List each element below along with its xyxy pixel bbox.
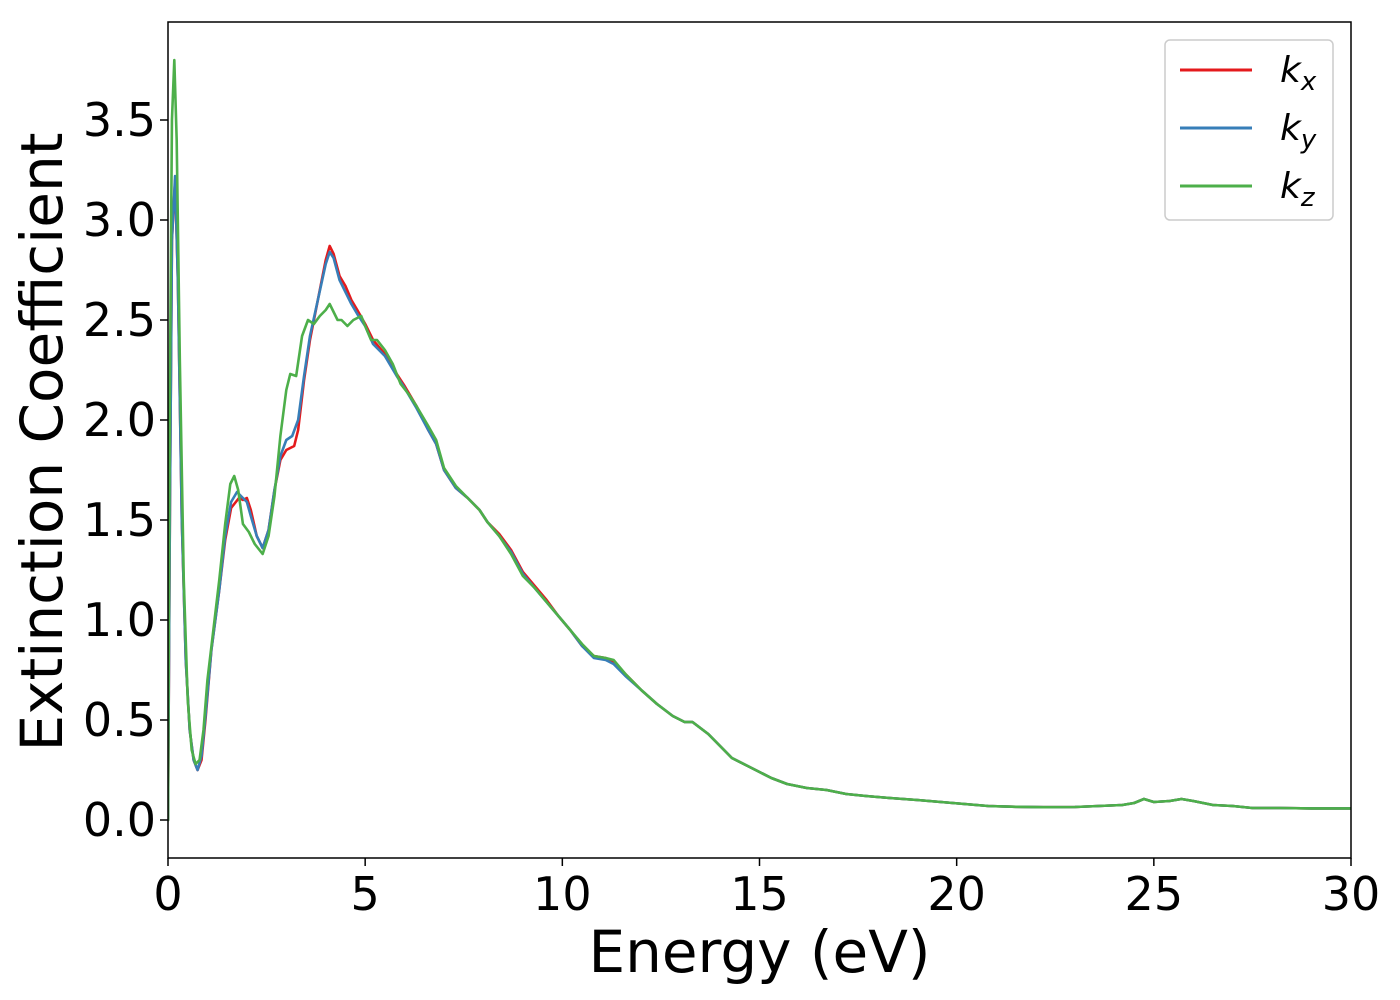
legend-label-kz: kz bbox=[1280, 166, 1316, 213]
x-axis-title: Energy (eV) bbox=[588, 918, 930, 986]
y-tick-label: 2.5 bbox=[83, 293, 156, 347]
y-tick-label: 3.5 bbox=[83, 93, 156, 147]
x-tick-label: 5 bbox=[351, 867, 380, 921]
y-tick-label: 2.0 bbox=[83, 393, 156, 447]
plot-lines bbox=[168, 58, 1351, 822]
y-axis-title: Extinction Coefficient bbox=[8, 133, 76, 752]
y-tick-label: 0.0 bbox=[83, 793, 156, 847]
legend-label-kx: kx bbox=[1280, 50, 1317, 97]
legend-label-ky: ky bbox=[1280, 108, 1317, 155]
x-tick-label: 20 bbox=[927, 867, 986, 921]
legend: kx ky kz bbox=[1164, 39, 1334, 221]
x-tick-label: 0 bbox=[153, 867, 182, 921]
y-tick-label: 1.5 bbox=[83, 493, 156, 547]
x-axis-ticks: 0 5 10 15 20 25 30 bbox=[153, 858, 1380, 921]
x-tick-label: 15 bbox=[730, 867, 789, 921]
legend-box bbox=[1164, 39, 1334, 221]
y-axis-ticks: 0.0 0.5 1.0 1.5 2.0 2.5 3.0 3.5 bbox=[83, 93, 168, 847]
y-tick-label: 0.5 bbox=[83, 693, 156, 747]
y-tick-label: 3.0 bbox=[83, 193, 156, 247]
x-tick-label: 10 bbox=[533, 867, 592, 921]
x-tick-label: 30 bbox=[1322, 867, 1381, 921]
y-tick-label: 1.0 bbox=[83, 593, 156, 647]
series-line-kz bbox=[168, 58, 1351, 822]
x-tick-label: 25 bbox=[1125, 867, 1184, 921]
